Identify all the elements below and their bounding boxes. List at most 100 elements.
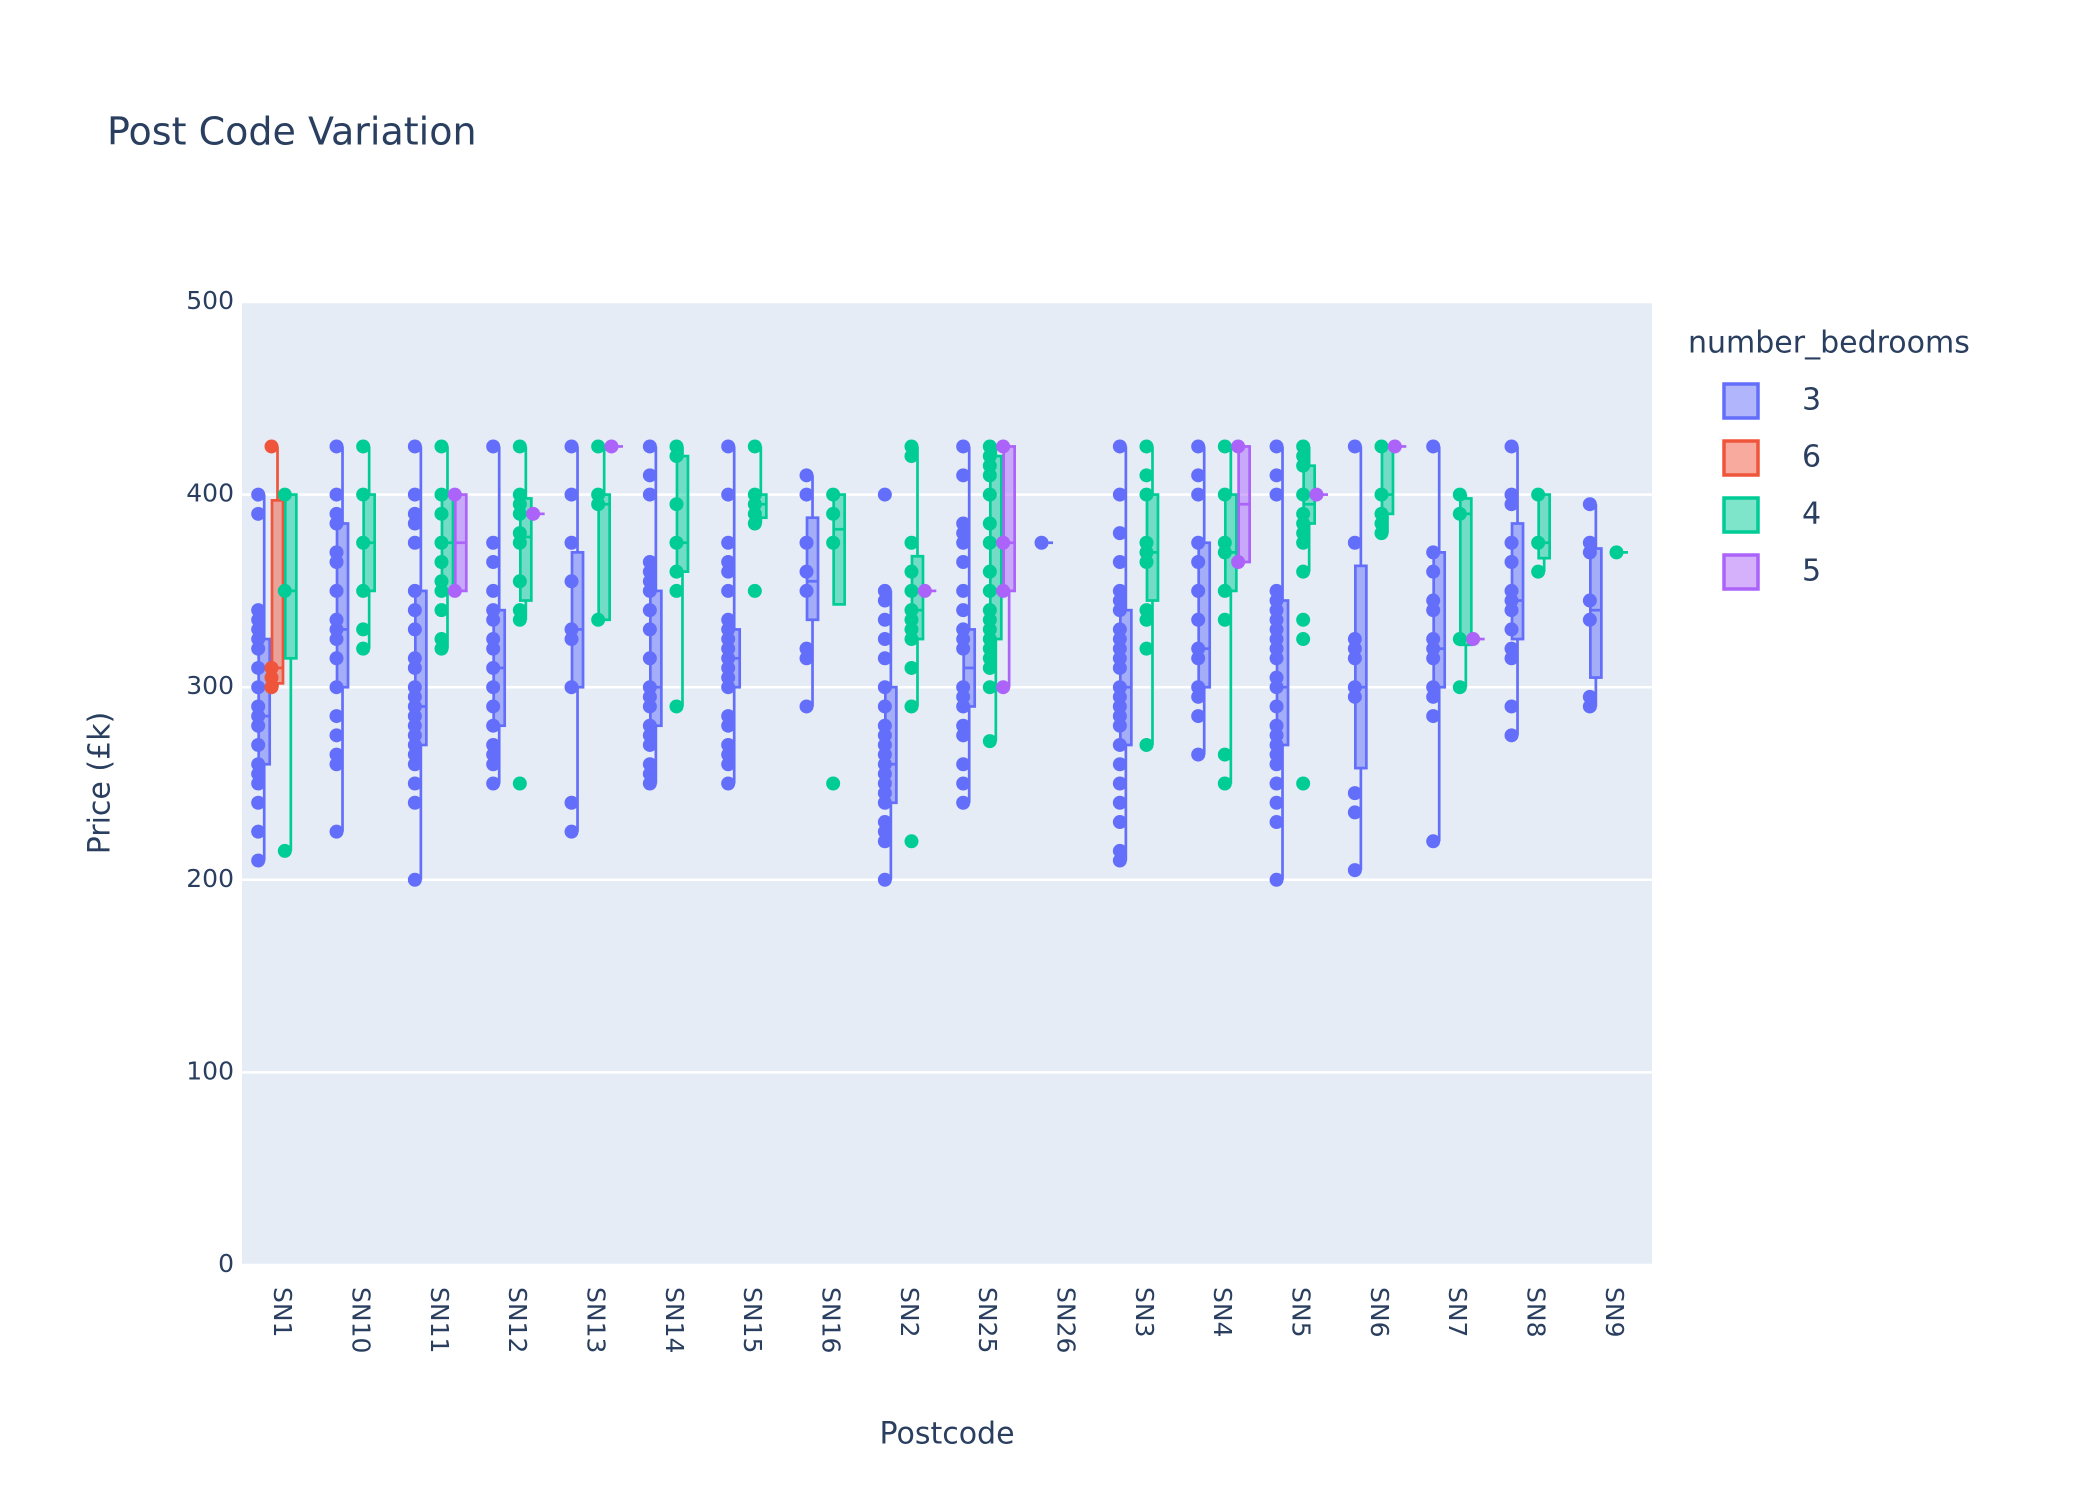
data-point bbox=[669, 497, 684, 512]
data-point bbox=[826, 487, 841, 502]
data-point bbox=[982, 487, 997, 502]
data-point bbox=[877, 680, 892, 695]
data-point bbox=[982, 680, 997, 695]
y-tick-label: 300 bbox=[186, 671, 234, 700]
data-point bbox=[447, 583, 462, 598]
data-point bbox=[486, 535, 501, 550]
x-tick-label: SN13 bbox=[582, 1287, 611, 1353]
data-point bbox=[747, 516, 762, 531]
data-point bbox=[407, 622, 422, 637]
data-point bbox=[1112, 795, 1127, 810]
data-point bbox=[251, 737, 266, 752]
data-point bbox=[1582, 545, 1597, 560]
data-point bbox=[1347, 680, 1362, 695]
legend[interactable]: 3 6 4 5 bbox=[1722, 382, 1821, 591]
data-point bbox=[747, 497, 762, 512]
legend-swatch[interactable] bbox=[1722, 496, 1760, 534]
data-point bbox=[1112, 603, 1127, 618]
data-point bbox=[904, 535, 919, 550]
data-point bbox=[1504, 583, 1519, 598]
data-point bbox=[721, 641, 736, 656]
data-point bbox=[329, 680, 344, 695]
legend-label[interactable]: 3 bbox=[1802, 383, 1821, 418]
data-point bbox=[329, 506, 344, 521]
data-point bbox=[264, 660, 279, 675]
grid bbox=[242, 300, 1652, 1267]
legend-swatch[interactable] bbox=[1722, 382, 1760, 420]
data-point bbox=[1269, 699, 1284, 714]
data-point bbox=[721, 718, 736, 733]
data-point bbox=[251, 699, 266, 714]
data-point bbox=[1426, 439, 1441, 454]
data-point bbox=[1269, 737, 1284, 752]
data-point bbox=[1296, 449, 1311, 464]
x-tick-label: SN7 bbox=[1443, 1287, 1472, 1337]
data-point bbox=[877, 632, 892, 647]
data-point bbox=[1269, 757, 1284, 772]
data-point bbox=[329, 516, 344, 531]
data-point bbox=[956, 439, 971, 454]
data-point bbox=[1296, 535, 1311, 550]
data-point bbox=[564, 574, 579, 589]
data-point bbox=[721, 660, 736, 675]
data-point bbox=[747, 487, 762, 502]
plot-area bbox=[242, 302, 1652, 1265]
legend-label[interactable]: 6 bbox=[1802, 440, 1821, 475]
data-point bbox=[486, 660, 501, 675]
legend-label[interactable]: 4 bbox=[1802, 497, 1821, 532]
data-point bbox=[1347, 863, 1362, 878]
data-point bbox=[642, 487, 657, 502]
data-point bbox=[1269, 439, 1284, 454]
data-point bbox=[1452, 680, 1467, 695]
data-point bbox=[356, 583, 371, 598]
data-point bbox=[826, 776, 841, 791]
data-point bbox=[1112, 709, 1127, 724]
data-point bbox=[1347, 651, 1362, 666]
data-point bbox=[591, 497, 606, 512]
data-point bbox=[877, 766, 892, 781]
data-point bbox=[407, 516, 422, 531]
data-point bbox=[1426, 651, 1441, 666]
data-point bbox=[251, 632, 266, 647]
x-tick-label: SN3 bbox=[1130, 1287, 1159, 1337]
data-point bbox=[642, 689, 657, 704]
data-point bbox=[251, 757, 266, 772]
data-point bbox=[486, 699, 501, 714]
data-point bbox=[799, 535, 814, 550]
box bbox=[1589, 547, 1603, 679]
data-point bbox=[956, 718, 971, 733]
x-tick-label: SN11 bbox=[425, 1287, 454, 1353]
data-point bbox=[956, 757, 971, 772]
data-point bbox=[1191, 583, 1206, 598]
data-point bbox=[799, 487, 814, 502]
data-point bbox=[642, 728, 657, 743]
data-point bbox=[1504, 728, 1519, 743]
data-point bbox=[721, 757, 736, 772]
data-point bbox=[1374, 439, 1389, 454]
data-point bbox=[1231, 439, 1246, 454]
data-point bbox=[1112, 737, 1127, 752]
data-point bbox=[982, 468, 997, 483]
data-point bbox=[1269, 622, 1284, 637]
data-point bbox=[407, 583, 422, 598]
data-point bbox=[407, 603, 422, 618]
data-point bbox=[642, 776, 657, 791]
legend-swatch[interactable] bbox=[1722, 553, 1760, 591]
data-point bbox=[1582, 689, 1597, 704]
data-point bbox=[356, 535, 371, 550]
data-point bbox=[956, 516, 971, 531]
data-point bbox=[721, 776, 736, 791]
data-point bbox=[1296, 612, 1311, 627]
data-point bbox=[1582, 612, 1597, 627]
data-point bbox=[877, 612, 892, 627]
legend-swatch[interactable] bbox=[1722, 439, 1760, 477]
legend-label[interactable]: 5 bbox=[1802, 554, 1821, 589]
data-point bbox=[956, 583, 971, 598]
box bbox=[597, 493, 612, 622]
data-point bbox=[1139, 641, 1154, 656]
data-point bbox=[721, 632, 736, 647]
data-point bbox=[1296, 439, 1311, 454]
data-point bbox=[982, 458, 997, 473]
data-point bbox=[982, 603, 997, 618]
